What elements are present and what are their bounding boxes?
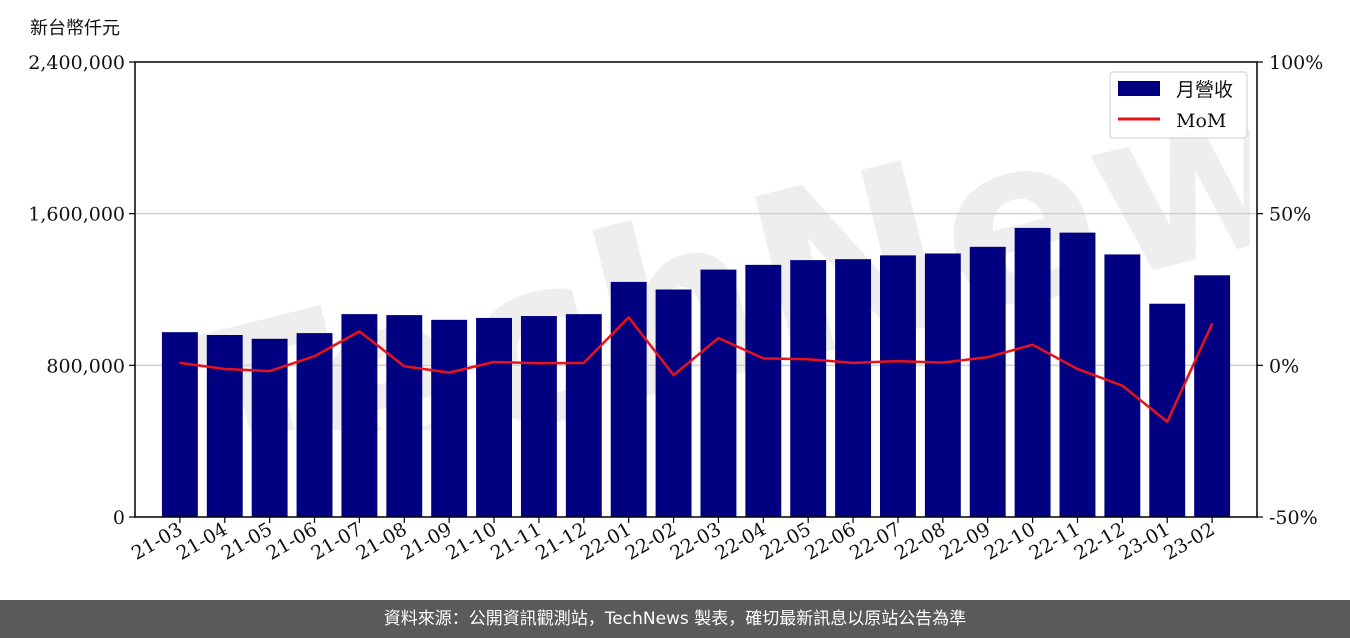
mom-point-21-03 [179,362,181,364]
mom-point-22-03 [717,337,720,339]
bar-21-11 [520,316,557,517]
left-tick-label: 2,400,000 [28,52,125,74]
x-tick-label: 22-01 [577,518,635,564]
mom-point-22-10 [1031,343,1034,346]
revenue-chart: 0 800,000 1,600,000 2,400,000 -50% 0% 50% 100% 2… [28,52,1323,565]
left-tick-label: 0 [113,507,125,529]
bar-22-06 [835,259,872,517]
legend-swatch-bar [1118,81,1160,96]
x-tick-label: 22-06 [801,518,859,564]
plot-frame [134,61,1258,518]
mom-point-22-08 [942,361,944,364]
footer-source-note: 資料來源：公開資訊觀測站，TechNews 製表，確切最新訊息以原站公告為準 [0,600,1350,638]
x-tick-label: 21-09 [397,518,455,564]
right-tick-label: 0% [1269,355,1299,377]
x-tick-label: 22-05 [756,518,814,564]
mom-point-22-07 [897,360,899,362]
x-tick-label: 21-04 [173,518,231,564]
x-tick-label: 22-02 [622,518,680,564]
right-tick-label: 100% [1269,52,1323,74]
bar-21-06 [296,333,333,517]
mom-line [179,316,1214,424]
left-tick-label: 800,000 [46,355,125,377]
legend-label-bar: 月營收 [1176,79,1233,101]
x-tick-label: 23-01 [1115,518,1173,564]
x-tick-label: 21-03 [128,518,186,564]
x-tick-label: 21-11 [487,518,545,564]
x-tick-label: 22-04 [711,518,769,564]
x-tick-label: 23-02 [1160,518,1218,564]
mom-point-23-02 [1211,322,1213,325]
bar-21-03 [161,332,198,517]
x-tick-label: 22-11 [1026,518,1084,564]
mom-point-23-01 [1166,420,1169,423]
bar-22-10 [1014,227,1051,517]
mom-point-21-11 [538,362,540,365]
right-tick-label: -50% [1269,507,1318,529]
mom-point-21-08 [403,365,406,368]
bar-22-08 [924,253,961,517]
mom-point-21-07 [358,330,361,333]
mom-point-22-02 [672,374,675,376]
x-tick-label: 21-05 [218,518,276,564]
bar-22-09 [969,246,1006,517]
bar-21-12 [565,314,602,517]
legend-label-line: MoM [1176,110,1226,132]
bar-22-05 [790,260,827,517]
mom-point-21-10 [493,361,495,363]
x-tick-label: 21-07 [307,518,365,564]
bar-22-01 [610,281,647,517]
x-tick-label: 21-06 [263,518,321,564]
bar-23-02 [1194,275,1231,517]
x-tick-label: 22-12 [1070,518,1128,564]
bar-22-04 [745,264,782,517]
mom-point-22-01 [627,316,630,319]
bar-21-07 [341,314,378,517]
x-tick-label: 22-07 [846,518,904,564]
right-tick-label: 50% [1269,204,1311,226]
mom-point-21-05 [268,370,271,372]
bar-21-10 [476,317,512,517]
x-tick-label: 21-12 [532,518,590,564]
mom-point-21-04 [223,368,226,370]
mom-point-22-04 [762,357,765,360]
bar-22-02 [655,289,692,517]
bar-21-08 [386,315,423,517]
x-tick-label: 21-10 [442,518,500,564]
mom-point-22-11 [1076,368,1079,370]
mom-point-21-09 [448,371,450,374]
x-tick-label: 22-03 [666,518,724,564]
left-tick-label: 1,600,000 [28,204,125,226]
bar-22-11 [1059,232,1096,517]
bar-21-04 [206,335,243,517]
bar-23-01 [1149,303,1186,517]
x-tick-label: 22-08 [891,518,949,564]
mom-point-22-12 [1121,384,1124,387]
mom-point-22-09 [986,356,989,358]
x-tick-label: 22-09 [936,518,994,564]
bar-21-09 [431,319,468,517]
x-tick-label: 22-10 [981,518,1039,564]
mom-point-22-06 [852,362,854,364]
mom-point-21-06 [313,355,316,358]
bar-21-05 [251,338,288,517]
bar-22-03 [700,269,737,517]
y-axis-unit-label: 新台幣仟元 [30,18,120,39]
mom-point-22-05 [807,358,809,361]
mom-point-21-12 [583,362,585,364]
x-tick-label: 21-08 [352,518,410,564]
bar-22-07 [880,255,916,517]
